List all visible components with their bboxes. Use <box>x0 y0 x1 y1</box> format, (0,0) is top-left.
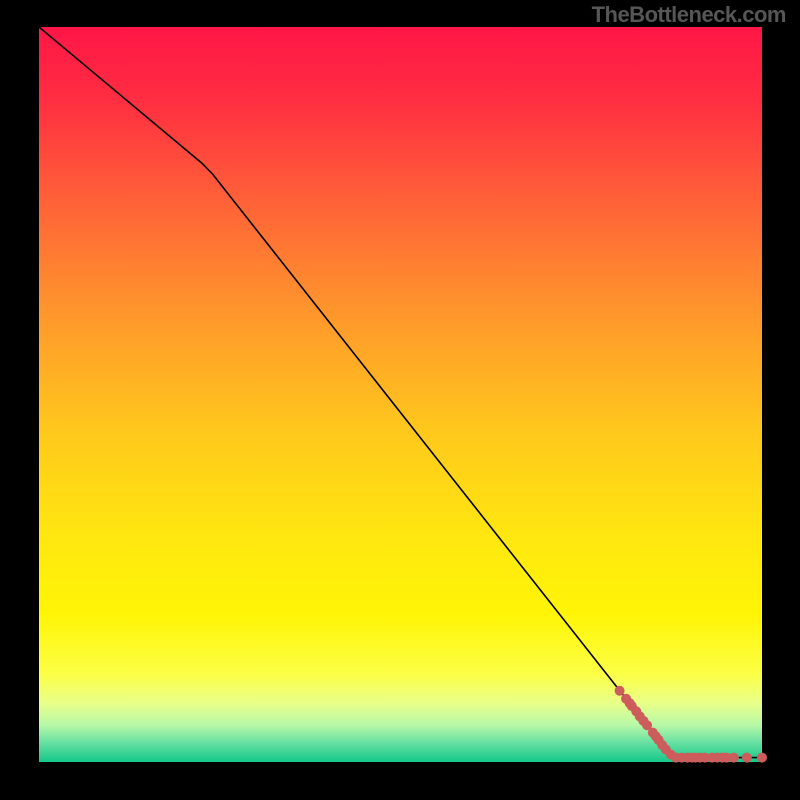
attribution-label: TheBottleneck.com <box>592 2 786 28</box>
data-point <box>729 753 739 763</box>
chart-container: TheBottleneck.com <box>0 0 800 800</box>
gradient-background <box>39 27 762 762</box>
data-point <box>615 686 625 696</box>
data-point <box>757 753 767 763</box>
data-point <box>742 753 752 763</box>
bottleneck-chart-svg <box>0 0 800 800</box>
